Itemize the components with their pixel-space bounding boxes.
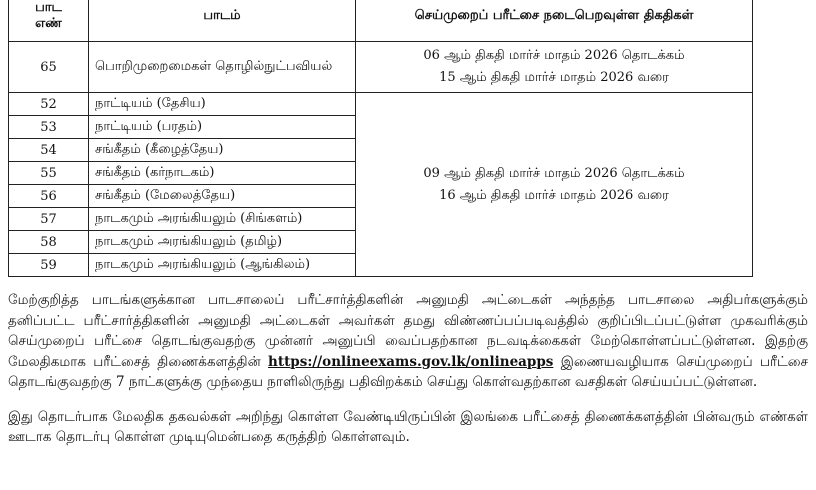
dates-header: செய்முறைப் பரீட்சை நடைபெறவுள்ள திகதிகள் [355, 0, 753, 42]
date-line: 16 ஆம் திகதி மார்ச் மாதம் 2026 வரை [439, 187, 669, 203]
body-text: மேற்குறித்த பாடங்களுக்கான பாடசாலைப் பரீட… [8, 290, 808, 462]
subject-name: சங்கீதம் (கர்நாடகம்) [88, 161, 356, 185]
number-header: பாட எண் [8, 0, 89, 42]
table-row: 65 பொறிமுறைமைகள் தொழில்நுட்பவியல் 06 ஆம் த… [8, 41, 753, 93]
table-row: 58 நாடகமும் அரங்கியலும் (தமிழ்) [8, 230, 753, 254]
subject-name: சங்கீதம் (கீழைத்தேய) [88, 138, 356, 162]
exam-table: பாட எண் பாடம் செய்முறைப் பரீட்சை நடைபெறவு… [8, 0, 753, 277]
table-row: 59 நாடகமும் அரங்கியலும் (ஆங்கிலம்) [8, 253, 753, 277]
subject-name: நாடகமும் அரங்கியலும் (ஆங்கிலம்) [88, 253, 356, 277]
subject-number: 55 [8, 161, 89, 185]
header-line: எண் [35, 16, 62, 31]
subject-number: 54 [8, 138, 89, 162]
date-line: 15 ஆம் திகதி மார்ச் மாதம் 2026 வரை [439, 70, 669, 85]
paragraph: மேற்குறித்த பாடங்களுக்கான பாடசாலைப் பரீட… [8, 290, 808, 393]
header-line: பாட [35, 0, 62, 15]
subject-number: 56 [8, 184, 89, 208]
table-row: 54 சங்கீதம் (கீழைத்தேய) [8, 138, 753, 162]
date-line: 09 ஆம் திகதி மார்ச் மாதம் 2026 தொடக்கம் [423, 165, 685, 181]
date-line: 06 ஆம் திகதி மார்ச் மாதம் 2026 தொடக்கம் [423, 48, 685, 63]
header-row: பாட எண் பாடம் செய்முறைப் பரீட்சை நடைபெறவு… [8, 0, 753, 42]
subject-number: 52 [8, 92, 89, 116]
subject-name: பொறிமுறைமைகள் தொழில்நுட்பவியல் [88, 41, 356, 93]
table-header: பாட எண் பாடம் செய்முறைப் பரீட்சை நடைபெறவு… [8, 0, 753, 42]
subject-number: 59 [8, 253, 89, 277]
subject-name: நாடகமும் அரங்கியலும் (தமிழ்) [88, 230, 356, 254]
paragraph-text: இது தொடர்பாக மேலதிக தகவல்கள் அறிந்து கொள… [8, 408, 808, 446]
subject-name: நாட்டியம் (பரதம்) [88, 115, 356, 139]
paragraph: இது தொடர்பாக மேலதிக தகவல்கள் அறிந்து கொள… [8, 407, 808, 448]
subject-header: பாடம் [88, 0, 356, 42]
subject-number: 58 [8, 230, 89, 254]
subject-name: நாட்டியம் (தேசிய) [88, 92, 356, 116]
link[interactable]: https://onlineexams.gov.lk/onlineapps [268, 353, 554, 370]
paragraph-text: இணையவழியாக செய்முறைப் பரீட்சை தொடங்குவதற… [8, 353, 808, 391]
subject-number: 53 [8, 115, 89, 139]
table-row: 52 நாட்டியம் (தேசிய) 09 ஆம் திகதி மார்ச் ம… [8, 92, 753, 277]
subject-name: நாடகமும் அரங்கியலும் (சிங்களம்) [88, 207, 356, 231]
table-row: 53 நாட்டியம் (பரதம்) [8, 115, 753, 139]
exam-dates: 09 ஆம் திகதி மார்ச் மாதம் 2026 தொடக்கம் 1… [355, 92, 753, 277]
table-row: 57 நாடகமும் அரங்கியலும் (சிங்களம்) [8, 207, 753, 231]
subject-name: சங்கீதம் (மேலைத்தேய) [88, 184, 356, 208]
subject-number: 57 [8, 207, 89, 231]
table-row: 56 சங்கீதம் (மேலைத்தேய) [8, 184, 753, 208]
subject-number: 65 [8, 41, 89, 93]
paragraph-text: மேற்குறித்த பாடங்களுக்கான பாடசாலைப் பரீட… [8, 292, 808, 370]
table-row: 55 சங்கீதம் (கர்நாடகம்) [8, 161, 753, 185]
table-body: 65 பொறிமுறைமைகள் தொழில்நுட்பவியல் 06 ஆம் த… [8, 41, 753, 277]
exam-dates: 06 ஆம் திகதி மார்ச் மாதம் 2026 தொடக்கம் 1… [355, 41, 753, 93]
